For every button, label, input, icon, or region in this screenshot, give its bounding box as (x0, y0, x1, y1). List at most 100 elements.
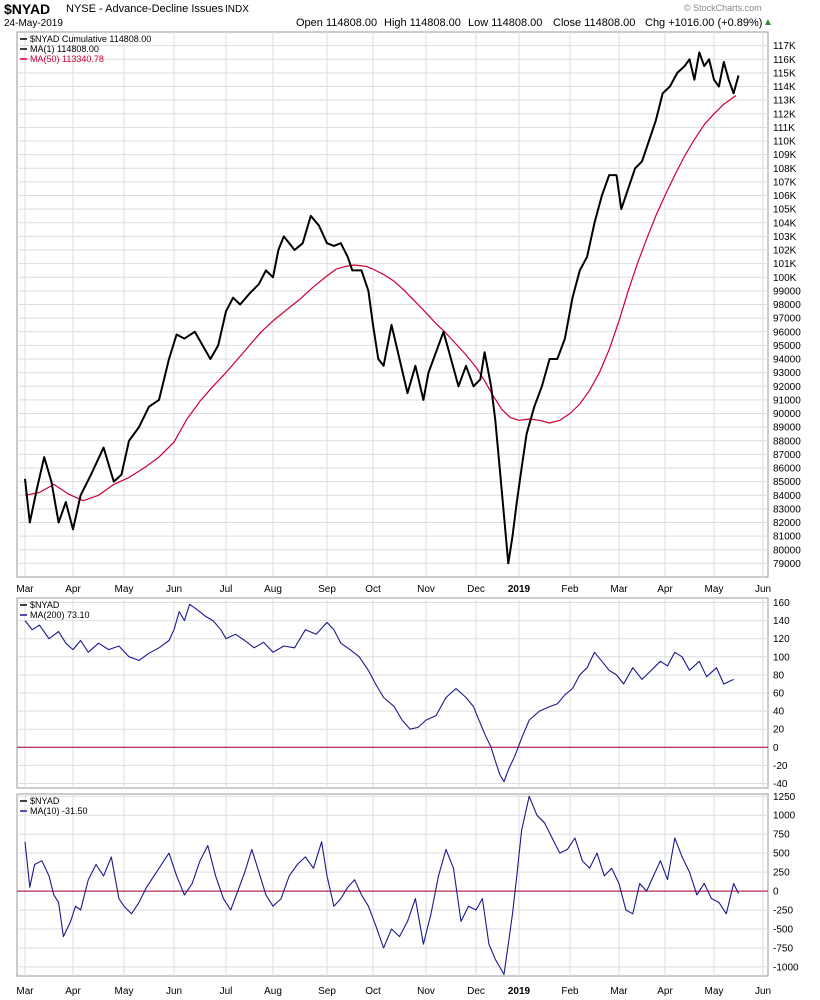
y-tick-label: 95000 (773, 341, 801, 352)
x-tick-label: 2019 (508, 584, 531, 595)
y-tick-label: 83000 (773, 504, 801, 515)
x-tick-label: Jul (220, 986, 233, 997)
y-tick-label: 750 (773, 830, 790, 841)
y-tick-label: 80 (773, 670, 785, 681)
y-tick-label: 250 (773, 868, 790, 879)
y-tick-label: 80000 (773, 545, 801, 556)
date-label: 24-May-2019 (4, 18, 63, 29)
x-tick-label: Oct (365, 584, 381, 595)
y-tick-label: 140 (773, 616, 790, 627)
y-tick-label: 0 (773, 887, 779, 898)
close-value: Close 114808.00 (553, 17, 636, 29)
y-tick-label: 114K (773, 82, 796, 93)
x-tick-label: Sep (318, 986, 336, 997)
x-tick-label: May (705, 986, 724, 997)
y-tick-label: 84000 (773, 491, 801, 502)
y-tick-label: 40 (773, 707, 785, 718)
y-tick-label: 100K (773, 273, 797, 284)
x-tick-label: Apr (657, 986, 673, 997)
x-tick-label: Feb (561, 986, 579, 997)
y-tick-label: 0 (773, 743, 779, 754)
x-tick-label: May (115, 986, 134, 997)
x-tick-label: 2019 (508, 986, 531, 997)
exchange-label: INDX (225, 4, 249, 15)
x-tick-label: Jun (166, 584, 182, 595)
legend-label: MA(1) 114808.00 (30, 44, 99, 54)
y-tick-label: -20 (773, 761, 788, 772)
y-tick-label: 113K (773, 96, 796, 107)
x-tick-label: Dec (467, 584, 485, 595)
x-tick-label: Mar (16, 986, 34, 997)
x-tick-label: Nov (417, 986, 435, 997)
x-tick-label: May (115, 584, 134, 595)
y-tick-label: 107K (773, 177, 797, 188)
x-tick-label: Feb (561, 584, 579, 595)
y-tick-label: 110K (773, 137, 796, 148)
x-tick-label: Apr (657, 584, 673, 595)
y-tick-label: 106K (773, 191, 797, 202)
y-tick-label: 116K (773, 55, 796, 66)
y-tick-label: 105K (773, 205, 797, 216)
x-tick-label: Jun (166, 986, 182, 997)
x-tick-label: Aug (264, 986, 282, 997)
y-tick-label: -750 (773, 943, 793, 954)
y-tick-label: 98000 (773, 300, 801, 311)
ma50-line (24, 95, 737, 502)
chart-header: $NYAD NYSE - Advance-Decline Issues INDX… (0, 0, 820, 32)
y-tick-label: 86000 (773, 464, 801, 475)
y-tick-label: 85000 (773, 477, 801, 488)
change-up-icon: ▲ (763, 17, 773, 28)
legend-label: MA(200) 73.10 (30, 610, 90, 620)
y-tick-label: 120 (773, 634, 790, 645)
y-tick-label: 93000 (773, 368, 801, 379)
y-tick-label: 60 (773, 689, 785, 700)
symbol-description: NYSE - Advance-Decline Issues (66, 3, 224, 15)
y-tick-label: -250 (773, 906, 793, 917)
legend-label: MA(50) 113340.78 (30, 54, 104, 64)
x-tick-label: Jun (755, 584, 771, 595)
x-tick-label: May (705, 584, 724, 595)
x-tick-label: Aug (264, 584, 282, 595)
y-tick-label: -500 (773, 924, 793, 935)
y-tick-label: 109K (773, 150, 797, 161)
y-tick-label: 81000 (773, 532, 801, 543)
ma200-line (24, 603, 734, 783)
y-tick-label: 1000 (773, 811, 796, 822)
y-tick-label: 99000 (773, 286, 801, 297)
y-tick-label: -1000 (773, 962, 799, 973)
y-tick-label: 1250 (773, 792, 796, 803)
legend-label: $NYAD (30, 796, 60, 806)
y-tick-label: 115K (773, 68, 796, 79)
legend-label: MA(10) -31.50 (30, 806, 88, 816)
y-tick-label: 96000 (773, 327, 801, 338)
y-tick-label: 111K (773, 123, 795, 134)
y-tick-label: 90000 (773, 409, 801, 420)
x-tick-label: Mar (610, 584, 628, 595)
y-tick-label: -40 (773, 779, 788, 790)
open-value: Open 114808.00 (296, 17, 378, 29)
y-tick-label: 87000 (773, 450, 801, 461)
high-value: High 114808.00 (384, 17, 461, 29)
y-tick-label: 112K (773, 109, 796, 120)
change-value: Chg +1016.00 (+0.89%) (645, 17, 763, 29)
x-tick-label: Jul (220, 584, 233, 595)
y-tick-label: 91000 (773, 395, 801, 406)
legend-label: $NYAD Cumulative 114808.00 (30, 34, 151, 44)
symbol-label: $NYAD (4, 1, 51, 17)
y-tick-label: 103K (773, 232, 797, 243)
y-tick-label: 104K (773, 218, 797, 229)
panel-frame-2 (16, 793, 769, 977)
low-value: Low 114808.00 (468, 17, 543, 29)
legend-label: $NYAD (30, 600, 60, 610)
y-tick-label: 97000 (773, 314, 801, 325)
nyad-cumulative-line (24, 51, 740, 565)
ma10-line (24, 795, 739, 976)
x-tick-label: Oct (365, 986, 381, 997)
y-tick-label: 500 (773, 849, 790, 860)
y-tick-label: 117K (773, 41, 796, 52)
x-tick-label: Sep (318, 584, 336, 595)
y-tick-label: 88000 (773, 436, 801, 447)
x-tick-label: Mar (16, 584, 34, 595)
y-tick-label: 101K (773, 259, 797, 270)
